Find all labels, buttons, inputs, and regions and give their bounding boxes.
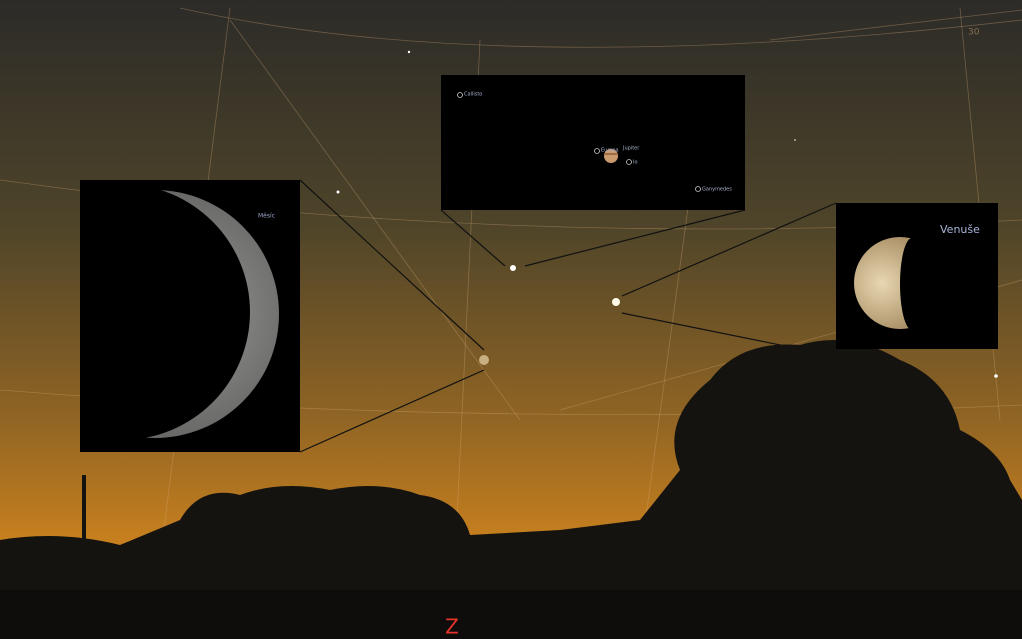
jupiter-inset: Callisto Europa Io Ganymedes Jupiter	[441, 75, 745, 210]
moon-name: Europa	[601, 148, 619, 154]
venus-inset: Venuše	[836, 203, 998, 349]
planet-name: Jupiter	[622, 146, 640, 152]
grid-label: 30	[968, 28, 980, 38]
sky-view: 30 Z Měsíc Callisto Europa Io Ganyme	[0, 0, 1022, 639]
moon-name: Callisto	[464, 92, 482, 98]
moon-label: Měsíc	[258, 213, 275, 220]
compass-label: Z	[445, 615, 459, 639]
moon-name: Ganymedes	[702, 187, 732, 193]
moon-name: Io	[633, 160, 638, 166]
venus-label: Venuše	[940, 223, 980, 236]
